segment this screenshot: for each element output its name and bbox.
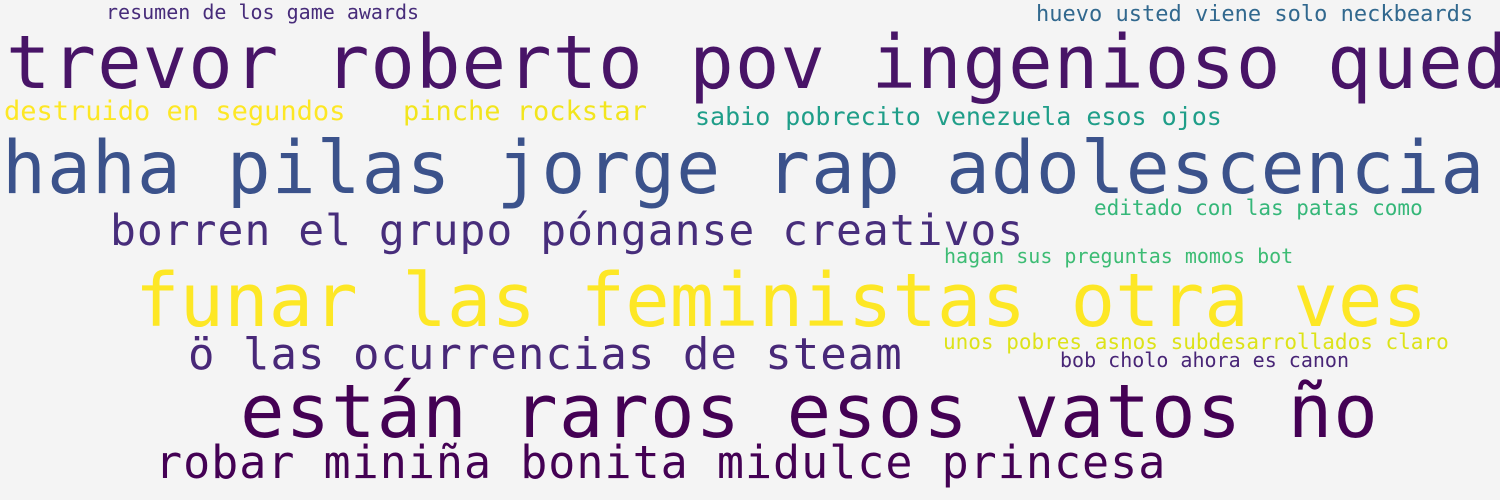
cloud-word: robar miniña bonita midulce princesa xyxy=(155,436,1167,489)
cloud-word: ö las ocurrencias de steam xyxy=(188,329,903,380)
cloud-word: unos pobres asnos subdesarrollados claro xyxy=(943,330,1449,354)
cloud-word: pinche rockstar xyxy=(403,96,647,127)
cloud-word: trevor roberto pov ingenioso quedé xyxy=(6,20,1500,106)
cloud-word: haha pilas jorge rap adolescencia xyxy=(2,126,1486,211)
cloud-word: bob cholo ahora es canon xyxy=(1060,348,1349,372)
cloud-word: resumen de los game awards xyxy=(106,0,420,24)
cloud-word: editado con las patas como xyxy=(1094,196,1423,220)
cloud-word: borren el grupo pónganse creativos xyxy=(110,206,1025,256)
cloud-word: están raros esos vatos ño xyxy=(240,369,1379,455)
cloud-word: huevo usted viene solo neckbeards xyxy=(1036,2,1474,27)
cloud-word: destruido en segundos xyxy=(4,96,346,127)
cloud-word: funar las feministas otra ves xyxy=(135,258,1428,344)
cloud-word: sabio pobrecito venezuela esos ojos xyxy=(695,102,1222,131)
cloud-word: hagan sus preguntas momos bot xyxy=(944,244,1294,268)
